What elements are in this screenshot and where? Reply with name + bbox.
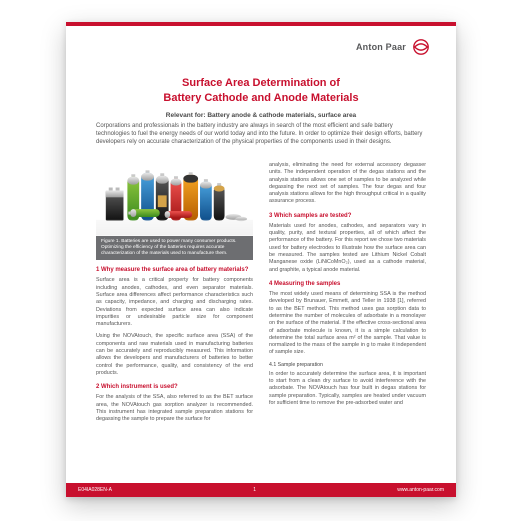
section-1-body2: Using the NOVAtouch, the specific surfac…	[96, 333, 253, 377]
body-columns: Figure 1. Batteries are used to power ma…	[96, 162, 426, 467]
brand-text: Anton Paar	[356, 42, 406, 52]
section-4-1-body: In order to accurately determine the sur…	[269, 371, 426, 407]
document-page: Anton Paar Surface Area Determination of…	[66, 22, 456, 497]
section-2-heading: 2 Which instrument is used?	[96, 383, 253, 391]
footer-left: E04IA028EN-A	[78, 487, 112, 493]
intro-paragraph: Corporations and professionals in the ba…	[96, 122, 426, 146]
section-4-heading: 4 Measuring the samples	[269, 280, 426, 288]
footer-bar: E04IA028EN-A 1 www.anton-paar.com	[66, 483, 456, 497]
section-4-body: The most widely used means of determinin…	[269, 291, 426, 357]
section-2-body: For the analysis of the SSA, also referr…	[96, 394, 253, 423]
brand-block: Anton Paar	[356, 38, 430, 56]
section-1-heading: 1 Why measure the surface area of batter…	[96, 266, 253, 274]
section-3-body: Materials used for anodes, cathodes, and…	[269, 223, 426, 274]
batteries-illustration	[96, 162, 253, 236]
footer-page-number: 1	[253, 487, 256, 493]
title-block: Surface Area Determination of Battery Ca…	[66, 76, 456, 119]
top-accent-bar	[66, 22, 456, 26]
figure-1: Figure 1. Batteries are used to power ma…	[96, 162, 253, 260]
section-3-heading: 3 Which samples are tested?	[269, 212, 426, 220]
section-4-1-heading: 4.1 Sample preparation	[269, 362, 426, 369]
subtitle: Relevant for: Battery anode & cathode ma…	[66, 112, 456, 119]
figure-caption: Figure 1. Batteries are used to power ma…	[96, 236, 253, 261]
title-line2: Battery Cathode and Anode Materials	[66, 91, 456, 106]
title-line1: Surface Area Determination of	[66, 76, 456, 91]
canvas: Anton Paar Surface Area Determination of…	[0, 0, 522, 521]
section-2-continuation: analysis, eliminating the need for exter…	[269, 162, 426, 206]
footer-right: www.anton-paar.com	[397, 487, 444, 493]
section-1-body: Surface area is a critical property for …	[96, 277, 253, 328]
brand-logo-icon	[412, 38, 430, 56]
